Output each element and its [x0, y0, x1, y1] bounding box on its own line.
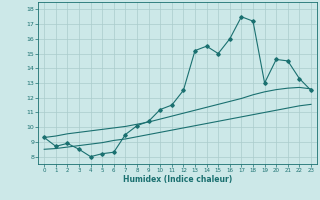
X-axis label: Humidex (Indice chaleur): Humidex (Indice chaleur): [123, 175, 232, 184]
